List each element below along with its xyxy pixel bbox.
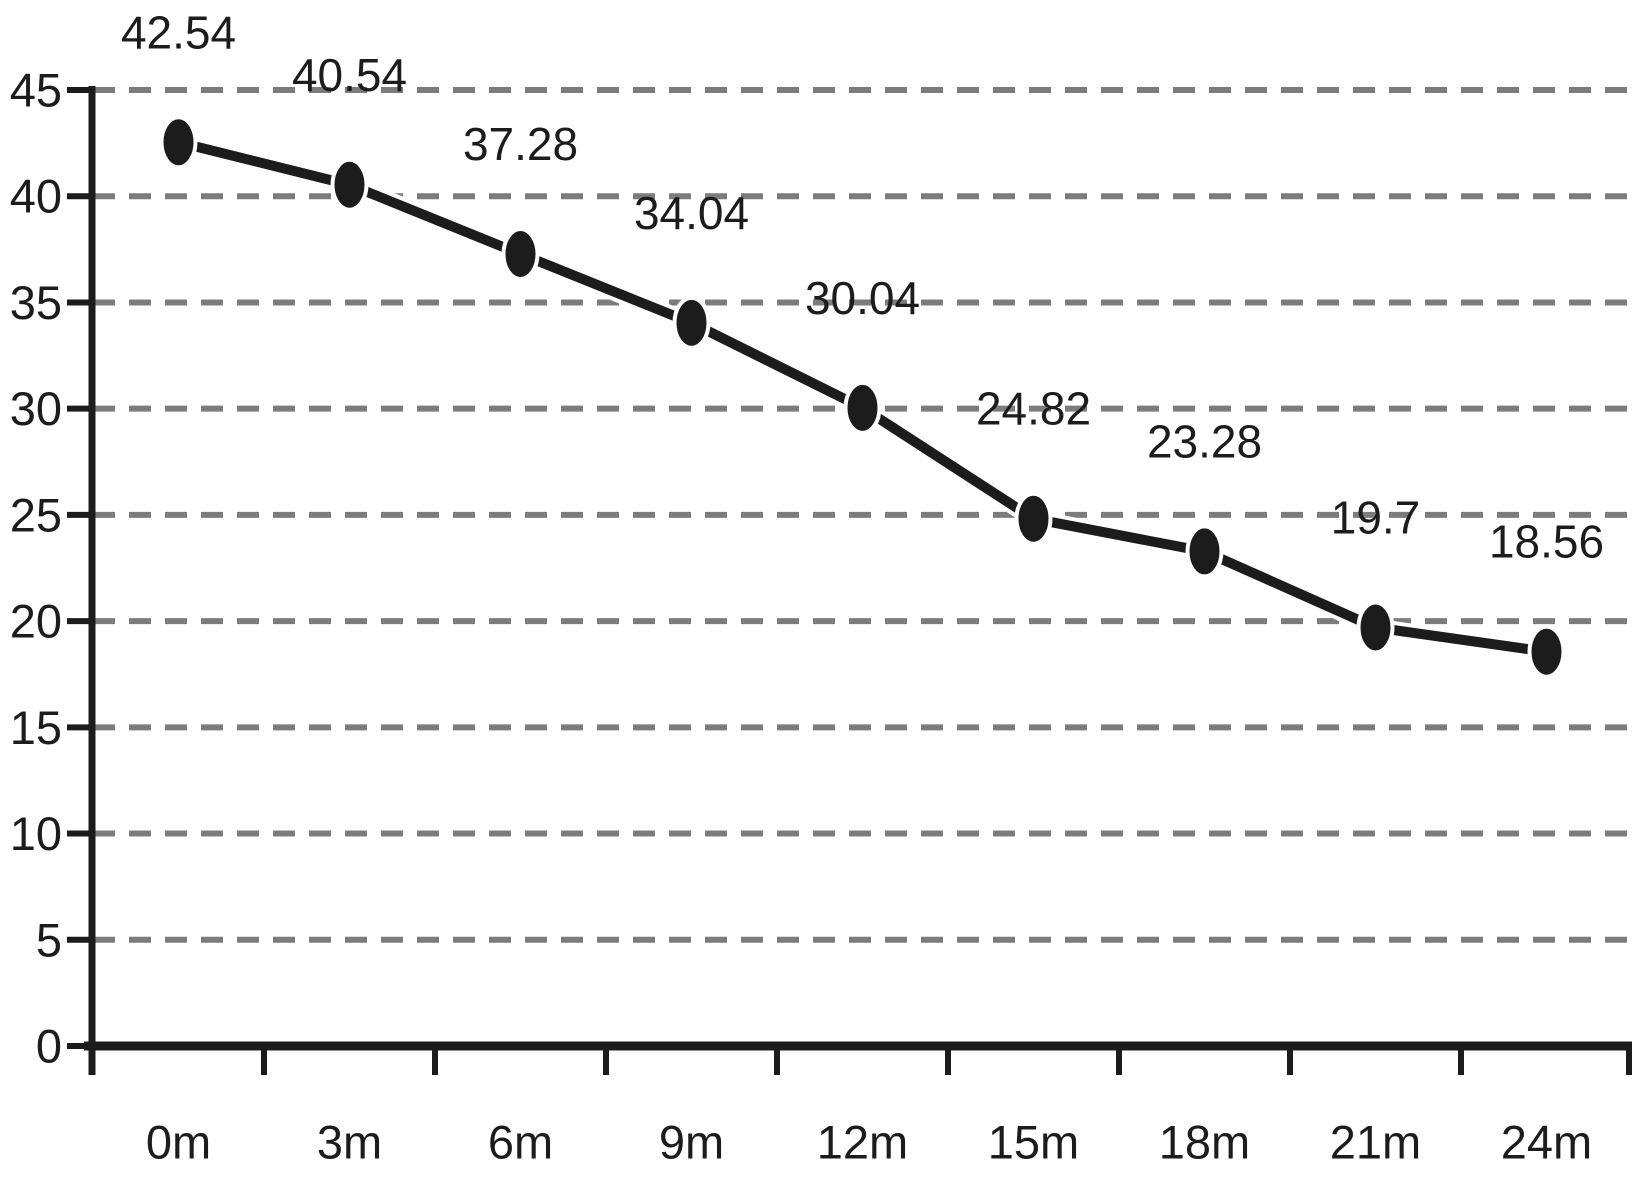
y-axis-tick-label-0: 0 xyxy=(36,1020,62,1073)
x-axis-tick-label-9m: 9m xyxy=(659,1116,724,1169)
x-axis-tick-label-12m: 12m xyxy=(817,1116,908,1169)
data-label-9m: 34.04 xyxy=(634,187,749,239)
x-axis-tick-label-3m: 3m xyxy=(317,1116,382,1169)
data-point-marker-21m xyxy=(1356,600,1395,655)
y-axis-tick-label-25: 25 xyxy=(10,488,62,541)
data-point-marker-9m xyxy=(672,295,711,350)
y-axis-tick-label-10: 10 xyxy=(10,807,62,860)
data-label-0m: 42.54 xyxy=(121,6,236,58)
y-axis-tick-label-40: 40 xyxy=(10,170,62,223)
x-axis-tick-label-24m: 24m xyxy=(1501,1116,1592,1169)
data-label-6m: 37.28 xyxy=(463,118,578,170)
data-point-marker-3m xyxy=(330,157,369,212)
data-label-15m: 24.82 xyxy=(976,383,1091,435)
x-axis-tick-label-21m: 21m xyxy=(1330,1116,1421,1169)
data-point-marker-12m xyxy=(843,380,882,435)
y-axis-tick-label-35: 35 xyxy=(10,276,62,329)
data-point-marker-24m xyxy=(1527,624,1566,679)
y-axis-tick-label-20: 20 xyxy=(10,595,62,648)
data-label-3m: 40.54 xyxy=(292,49,407,101)
data-point-marker-0m xyxy=(159,115,198,170)
data-label-18m: 23.28 xyxy=(1147,415,1262,467)
data-point-marker-6m xyxy=(501,227,540,282)
data-point-marker-18m xyxy=(1185,524,1224,579)
y-axis-tick-label-30: 30 xyxy=(10,382,62,435)
data-label-24m: 18.56 xyxy=(1489,516,1604,568)
data-label-21m: 19.7 xyxy=(1331,491,1421,543)
data-point-marker-15m xyxy=(1014,491,1053,546)
x-axis-tick-label-18m: 18m xyxy=(1159,1116,1250,1169)
y-axis-tick-label-45: 45 xyxy=(10,64,62,117)
x-axis-tick-label-0m: 0m xyxy=(146,1116,211,1169)
data-label-12m: 30.04 xyxy=(805,272,920,324)
y-axis-tick-label-5: 5 xyxy=(36,913,62,966)
x-axis-tick-label-6m: 6m xyxy=(488,1116,553,1169)
x-axis-tick-label-15m: 15m xyxy=(988,1116,1079,1169)
y-axis-tick-label-15: 15 xyxy=(10,701,62,754)
